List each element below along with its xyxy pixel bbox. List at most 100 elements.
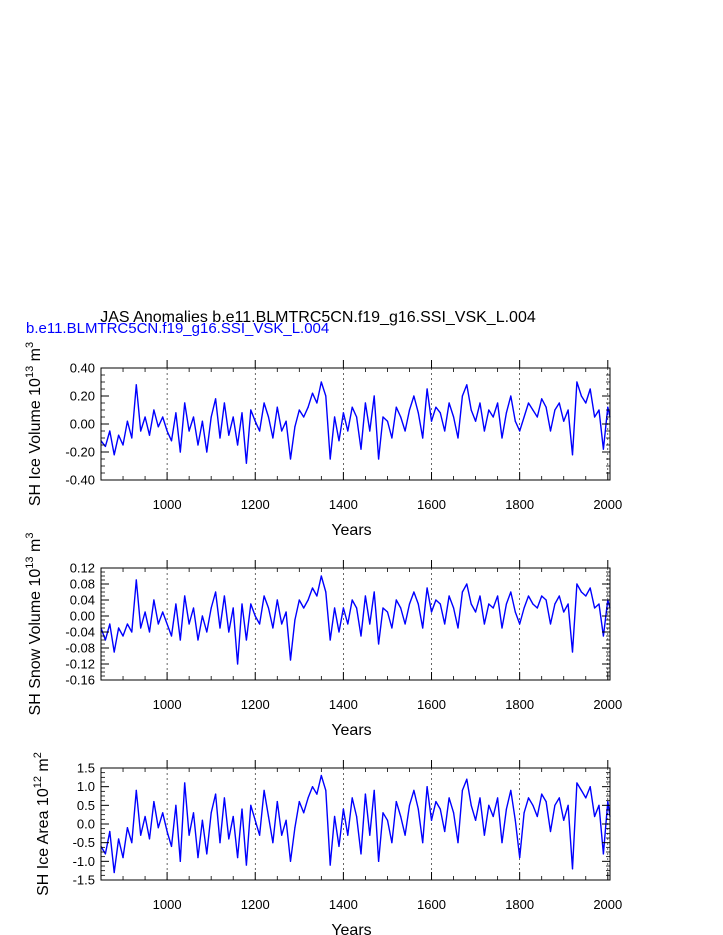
x-tick-label: 1600 [417, 497, 446, 512]
data-point [417, 808, 419, 810]
data-point [104, 639, 107, 641]
data-point [276, 406, 278, 408]
data-point [408, 409, 411, 411]
x-tick-label: 1400 [329, 697, 358, 712]
data-point [214, 793, 217, 795]
data-point [567, 409, 569, 411]
data-point [523, 416, 525, 418]
data-point [532, 409, 534, 411]
data-point [338, 440, 340, 442]
data-point [576, 583, 578, 585]
data-point [373, 789, 375, 792]
x-axis-label: Years [331, 722, 371, 739]
data-point [382, 416, 384, 418]
data-point [452, 812, 455, 814]
data-point [505, 808, 508, 810]
data-point [479, 402, 481, 404]
data-point [457, 437, 459, 439]
data-point [250, 409, 252, 411]
data-point [351, 599, 353, 601]
y-tick-label: 1.5 [77, 761, 95, 776]
x-tick-label: 1600 [417, 897, 446, 912]
x-axis-label: Years [331, 922, 371, 935]
data-point [311, 392, 314, 394]
data-point [179, 860, 181, 862]
data-point [166, 623, 168, 625]
data-point [448, 402, 450, 404]
data-point [430, 420, 433, 422]
data-point [122, 444, 124, 446]
data-point [351, 406, 353, 408]
data-point [307, 599, 309, 601]
data-point [285, 819, 287, 821]
data-point [457, 842, 459, 844]
y-axis-label: SH Snow Volume 1013 m3 [24, 533, 44, 716]
data-point [109, 830, 111, 833]
panels: 1000 1200 1400 1600 1800 2000-0.40-0.200.000.… [24, 342, 622, 935]
data-point [483, 623, 486, 625]
data-point [210, 812, 212, 814]
data-point [593, 815, 596, 818]
data-point [131, 842, 133, 844]
data-point [113, 651, 115, 653]
data-point [188, 430, 190, 432]
data-point [170, 635, 173, 637]
data-point [170, 440, 173, 442]
data-point [320, 381, 322, 383]
data-point [188, 834, 190, 836]
data-point [571, 868, 574, 870]
x-tick-label: 1200 [241, 897, 270, 912]
data-point [320, 774, 322, 777]
data-point [131, 631, 133, 633]
data-point [303, 416, 305, 418]
data-point [400, 815, 402, 818]
y-label-unit-exponent: 3 [24, 533, 36, 539]
data-point [364, 595, 367, 597]
data-point [153, 801, 155, 803]
data-point [267, 815, 270, 818]
data-point [219, 437, 221, 439]
data-point [580, 591, 582, 593]
chart-title: JAS Anomalies b.e11.BLMTRC5CN.f19_g16.SS… [100, 309, 536, 326]
data-point [267, 416, 270, 418]
data-point [430, 611, 433, 613]
data-point [514, 611, 516, 613]
data-point [576, 381, 578, 383]
y-tick-label: 0.12 [70, 561, 95, 576]
data-point [122, 635, 124, 637]
y-tick-label: -0.16 [65, 673, 95, 688]
y-tick-label: -0.04 [65, 625, 95, 640]
data-point [206, 451, 208, 453]
data-point [466, 384, 468, 386]
data-point [386, 819, 389, 821]
data-point [519, 623, 521, 625]
data-point [153, 599, 155, 601]
data-point [549, 430, 552, 432]
data-point [245, 864, 248, 866]
x-tick-label: 1200 [241, 697, 270, 712]
data-point [408, 804, 411, 806]
data-point [197, 857, 199, 859]
data-point [228, 434, 230, 436]
data-point [325, 395, 327, 397]
data-point [483, 834, 486, 836]
x-tick-label: 1000 [153, 897, 182, 912]
data-point [109, 623, 111, 625]
data-point [492, 815, 494, 818]
data-point [404, 834, 406, 836]
data-point [232, 416, 234, 418]
data-point [298, 409, 300, 411]
data-point [338, 631, 340, 633]
data-point [192, 416, 195, 418]
data-point [197, 639, 199, 641]
data-point [219, 627, 221, 629]
data-point [192, 812, 195, 814]
data-point [373, 591, 375, 593]
data-point [289, 659, 292, 661]
data-point [474, 819, 477, 821]
y-tick-label: -0.08 [65, 641, 95, 656]
y-axis-label: SH Ice Volume 1013 m3 [24, 342, 44, 506]
data-point [430, 819, 433, 821]
data-point [333, 416, 336, 418]
data-point [254, 819, 256, 821]
